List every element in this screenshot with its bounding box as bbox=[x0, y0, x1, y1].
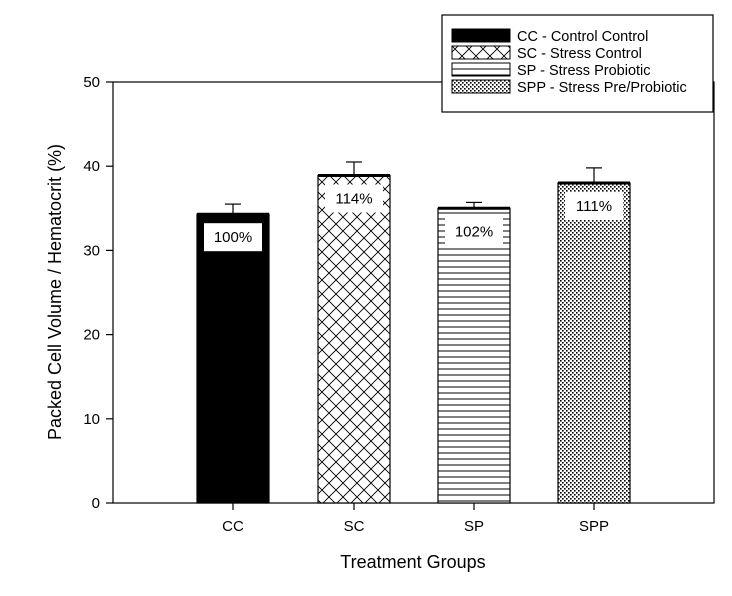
legend-entry: SP - Stress Probiotic bbox=[517, 63, 651, 79]
x-tick-label: SP bbox=[464, 518, 484, 535]
y-tick-label: 30 bbox=[83, 242, 100, 259]
data-label: 100% bbox=[214, 229, 252, 246]
data-label-box bbox=[204, 223, 262, 252]
y-tick-label: 20 bbox=[83, 327, 100, 344]
legend-swatch bbox=[451, 45, 511, 60]
data-label-box bbox=[565, 192, 623, 221]
bar-sp bbox=[437, 207, 511, 504]
y-tick-label: 50 bbox=[83, 74, 100, 91]
legend-swatch bbox=[451, 62, 511, 77]
data-label: 114% bbox=[335, 190, 372, 207]
x-axis-title: Treatment Groups bbox=[340, 552, 485, 572]
bar-sc bbox=[317, 174, 391, 504]
bar-spp bbox=[557, 182, 631, 504]
legend-entry: CC - Control Control bbox=[517, 29, 648, 45]
data-label-box bbox=[325, 184, 383, 213]
y-tick-label: 10 bbox=[83, 411, 100, 428]
y-axis-title: Packed Cell Volume / Hematocrit (%) bbox=[45, 144, 65, 440]
legend-swatch bbox=[451, 28, 511, 43]
y-axis: 0 10 20 30 40 50 bbox=[83, 74, 113, 512]
data-label-box bbox=[445, 217, 503, 246]
legend-entry: SC - Stress Control bbox=[517, 46, 642, 62]
x-tick-label: SPP bbox=[579, 518, 609, 535]
x-axis: CC SC SP SPP bbox=[222, 503, 609, 535]
legend-entry: SPP - Stress Pre/Probiotic bbox=[517, 80, 687, 96]
x-tick-label: CC bbox=[222, 518, 244, 535]
bars: 100% 114% 102% 111% bbox=[196, 161, 631, 504]
plot-frame bbox=[112, 81, 715, 504]
y-tick-label: 0 bbox=[92, 495, 100, 512]
x-tick-label: SC bbox=[344, 518, 365, 535]
bar-cc bbox=[196, 213, 270, 504]
y-tick-label: 40 bbox=[83, 158, 100, 175]
legend-swatch bbox=[451, 79, 511, 94]
data-label: 102% bbox=[455, 223, 493, 240]
data-label: 111% bbox=[576, 198, 612, 215]
